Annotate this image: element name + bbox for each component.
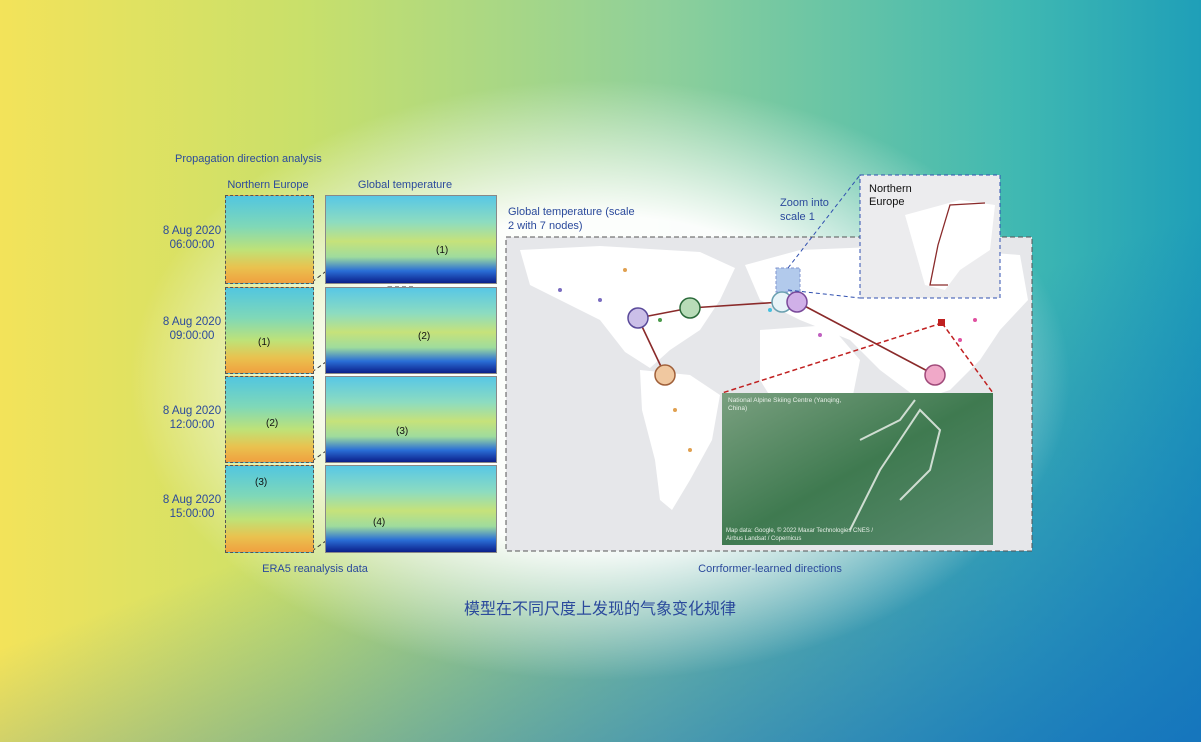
nodes [627, 291, 946, 386]
node [786, 291, 808, 313]
arrow [689, 301, 783, 309]
guide [721, 322, 943, 394]
land [640, 370, 720, 510]
zoom-region [775, 267, 801, 293]
arrow [929, 202, 986, 286]
europe-label: (1) [258, 337, 271, 348]
row-date: 8 Aug 2020 [162, 494, 222, 506]
guide [941, 322, 994, 394]
map-title: Global temperature (scale 2 with 7 nodes… [508, 206, 635, 232]
trail [849, 408, 942, 531]
europe-panel [225, 195, 314, 284]
global-panel [325, 376, 497, 463]
row-date: 8 Aug 2020 [162, 404, 222, 417]
trail [859, 399, 916, 441]
dot [673, 408, 677, 412]
node [679, 297, 701, 319]
node [654, 364, 676, 386]
row-date: 8 Aug 2020 [162, 224, 222, 237]
zoom-label: Zoom into scale 1 [780, 197, 829, 223]
ski-trails [849, 399, 942, 531]
zoom-guide [787, 174, 861, 269]
europe-panel [225, 465, 314, 553]
station-dots [558, 268, 977, 452]
dot [623, 268, 627, 272]
global-label: (1) [436, 245, 449, 256]
global-panel [325, 287, 497, 374]
dot [973, 318, 977, 322]
dot [958, 338, 962, 342]
photo-title: National Alpine Skiing Centre (Yanqing, … [728, 397, 842, 412]
zoom-guide [787, 289, 861, 299]
dot [598, 298, 602, 302]
right-caption: Corrformer-learned directions [698, 563, 842, 575]
europe-panel [225, 376, 314, 463]
global-label: (4) [373, 517, 386, 528]
photo-guides [721, 322, 994, 394]
europe-label: (3) [255, 477, 268, 488]
global-label: (3) [396, 426, 409, 437]
europe-panel [225, 287, 314, 374]
column-header: Northern Europe [227, 179, 309, 191]
global-label: (2) [418, 331, 431, 342]
row-time: 09:00:00 [169, 329, 215, 342]
dot [818, 333, 822, 337]
arrow [796, 301, 936, 376]
photo-marker [938, 319, 945, 326]
row-date: 8 Aug 2020 [162, 315, 222, 328]
dot [688, 448, 692, 452]
row-time: 15:00:00 [169, 508, 215, 520]
row-time: 06:00:00 [169, 238, 215, 251]
dot [768, 308, 772, 312]
inset-land [905, 200, 995, 290]
europe-label: (2) [266, 418, 279, 429]
left-caption: ERA5 reanalysis data [262, 563, 368, 575]
global-panel [325, 465, 497, 553]
node [924, 364, 946, 386]
dot [558, 288, 562, 292]
land [520, 246, 735, 368]
photo-credit: Map data: Google, © 2022 Maxar Technolog… [726, 528, 874, 542]
node [627, 307, 649, 329]
dot [658, 318, 662, 322]
inset-arrows [929, 202, 986, 286]
slide-caption: 模型在不同尺度上发现的气象变化规律 [463, 601, 736, 618]
inset-title: Northern Europe [869, 183, 912, 208]
row-time: 12:00:00 [169, 418, 215, 431]
global-panel [325, 195, 497, 284]
photo [722, 393, 993, 545]
column-header: Global temperature [357, 179, 453, 191]
left-title: Propagation direction analysis [175, 153, 322, 165]
